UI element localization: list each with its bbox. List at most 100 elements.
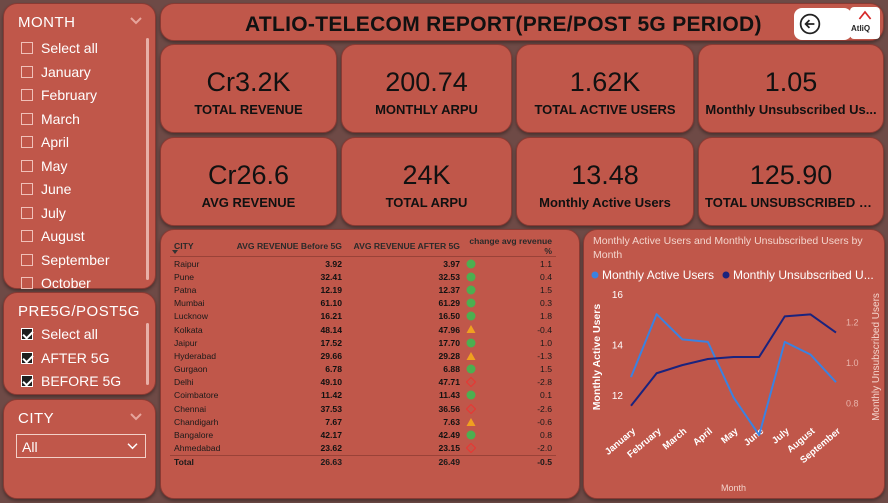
- city-table-panel: [160, 229, 580, 499]
- table-row[interactable]: Ahmedabad 23.62 23.15 -2.0: [170, 442, 556, 456]
- month-option[interactable]: April: [21, 132, 69, 152]
- before-cell: 61.10: [320, 298, 342, 309]
- period-option[interactable]: BEFORE 5G: [21, 371, 121, 391]
- city-cell: Chennai: [174, 403, 207, 414]
- chevron-down-icon[interactable]: [129, 412, 143, 422]
- page-title: ATLIO-TELECOM REPORT(PRE/POST 5G PERIOD): [245, 13, 762, 36]
- checkbox-icon: [21, 65, 33, 78]
- green-circle-icon: [466, 259, 476, 268]
- month-option[interactable]: Select all: [21, 38, 98, 58]
- month-scrollbar[interactable]: [146, 38, 149, 280]
- before-cell: 23.62: [320, 443, 342, 454]
- table-row[interactable]: Lucknow 16.21 16.50 1.8: [170, 310, 556, 323]
- city-cell: Chandigarh: [174, 416, 219, 427]
- total-cell: -0.5: [464, 454, 556, 469]
- logo-text: AtliQ: [851, 24, 871, 33]
- y-axis-title-right: Monthly Unsubscribed Users: [871, 293, 882, 421]
- table-row[interactable]: Bangalore 42.17 42.49 0.8: [170, 428, 556, 441]
- period-slicer-title: PRE5G/POST5G: [18, 303, 140, 320]
- city-cell: Patna: [174, 284, 197, 295]
- month-option-label: August: [41, 228, 85, 244]
- table-row[interactable]: Coimbatore 11.42 11.43 0.1: [170, 389, 556, 402]
- month-option[interactable]: July: [21, 203, 66, 223]
- kpi-label: TOTAL ARPU: [385, 195, 468, 210]
- kpi-label: AVG REVENUE: [201, 195, 296, 210]
- table-row[interactable]: Chandigarh 7.67 7.63 -0.6: [170, 415, 556, 428]
- chevron-down-icon[interactable]: [129, 16, 143, 26]
- kpi-value: 1.05: [764, 67, 818, 97]
- change-cell: 1.0: [464, 336, 556, 349]
- month-option[interactable]: March: [21, 109, 80, 129]
- table-header-row: CITY AVG REVENUE Before 5G AVG REVENUE A…: [170, 236, 556, 257]
- change-cell: -2.8: [464, 376, 556, 389]
- month-option-label: May: [41, 157, 68, 174]
- month-option[interactable]: October: [21, 273, 91, 293]
- table-row[interactable]: Delhi 49.10 47.71 -2.8: [170, 376, 556, 389]
- city-cell: Gurgaon: [174, 364, 208, 375]
- change-value: -2.0: [537, 443, 552, 454]
- kpi-label: Monthly Active Users: [539, 195, 671, 210]
- month-option[interactable]: February: [21, 85, 97, 105]
- table-row[interactable]: Kolkata 48.14 47.96 -0.4: [170, 323, 556, 336]
- month-option-label: July: [41, 204, 66, 221]
- kpi-card: 13.48 Monthly Active Users: [516, 137, 694, 226]
- green-circle-icon: [466, 338, 476, 348]
- month-option[interactable]: January: [21, 62, 91, 82]
- month-option[interactable]: June: [21, 179, 71, 199]
- table-row[interactable]: Raipur 3.92 3.97 1.1: [170, 257, 556, 271]
- table-row[interactable]: Patna 12.19 12.37 1.5: [170, 283, 556, 296]
- after-cell: 47.96: [438, 324, 460, 335]
- month-option[interactable]: May: [21, 156, 67, 176]
- kpi-label: MONTHLY ARPU: [375, 102, 478, 117]
- checkbox-icon: [21, 112, 33, 125]
- before-cell: 17.52: [320, 337, 342, 348]
- line-chart: Monthly Active Users Monthly Unsubscribed…: [591, 268, 882, 493]
- sort-arrow-icon: [172, 250, 178, 254]
- col-after[interactable]: AVG REVENUE AFTER 5G: [346, 236, 464, 257]
- after-cell: 36.56: [438, 403, 460, 414]
- after-cell: 12.37: [438, 284, 460, 295]
- table-row[interactable]: Pune 32.41 32.53 0.4: [170, 270, 556, 283]
- col-city[interactable]: CITY: [170, 236, 230, 257]
- table-row[interactable]: Hyderabad 29.66 29.28 -1.3: [170, 349, 556, 362]
- kpi-value: 125.90: [749, 160, 833, 190]
- period-option[interactable]: AFTER 5G: [21, 348, 109, 368]
- legend-marker: [591, 271, 599, 279]
- checkbox-icon: [21, 206, 33, 219]
- table-row[interactable]: Jaipur 17.52 17.70 1.0: [170, 336, 556, 349]
- back-button[interactable]: [794, 8, 852, 40]
- change-value: 1.8: [540, 311, 552, 322]
- month-option[interactable]: September: [21, 250, 109, 270]
- change-value: -0.6: [537, 416, 552, 427]
- green-circle-icon: [466, 285, 476, 295]
- city-slicer: CITY All: [3, 399, 156, 499]
- month-option[interactable]: August: [21, 226, 85, 246]
- change-value: 0.8: [540, 430, 552, 441]
- kpi-label: TOTAL ACTIVE USERS: [534, 102, 676, 117]
- checkbox-checked-icon: [21, 351, 33, 364]
- kpi-card: Cr26.6 AVG REVENUE: [160, 137, 337, 226]
- city-cell: Bangalore: [174, 430, 214, 441]
- table-row[interactable]: Gurgaon 6.78 6.88 1.5: [170, 363, 556, 376]
- after-cell: 23.15: [438, 443, 460, 454]
- table-row[interactable]: Mumbai 61.10 61.29 0.3: [170, 297, 556, 310]
- kpi-value: 13.48: [571, 160, 639, 190]
- after-cell: 61.29: [438, 298, 460, 309]
- table-row[interactable]: Chennai 37.53 36.56 -2.6: [170, 402, 556, 415]
- col-before[interactable]: AVG REVENUE Before 5G: [230, 236, 346, 257]
- period-option[interactable]: Select all: [21, 324, 98, 344]
- atliq-logo: AtliQ: [850, 7, 880, 39]
- period-scrollbar[interactable]: [146, 323, 149, 385]
- kpi-card: 1.62K TOTAL ACTIVE USERS: [516, 44, 694, 133]
- before-cell: 7.67: [325, 416, 342, 427]
- after-cell: 32.53: [438, 271, 460, 282]
- city-dropdown[interactable]: All: [16, 434, 146, 458]
- change-cell: 0.4: [464, 270, 556, 283]
- chevron-down-icon: [127, 443, 138, 450]
- col-change[interactable]: change avg revenue %: [464, 236, 556, 257]
- checkbox-icon: [21, 230, 33, 242]
- change-cell: 0.8: [464, 428, 556, 441]
- series-line: [630, 313, 837, 437]
- change-cell: 1.5: [464, 283, 556, 296]
- period-slicer: PRE5G/POST5G Select all AFTER 5G BEFORE 5G: [3, 292, 156, 395]
